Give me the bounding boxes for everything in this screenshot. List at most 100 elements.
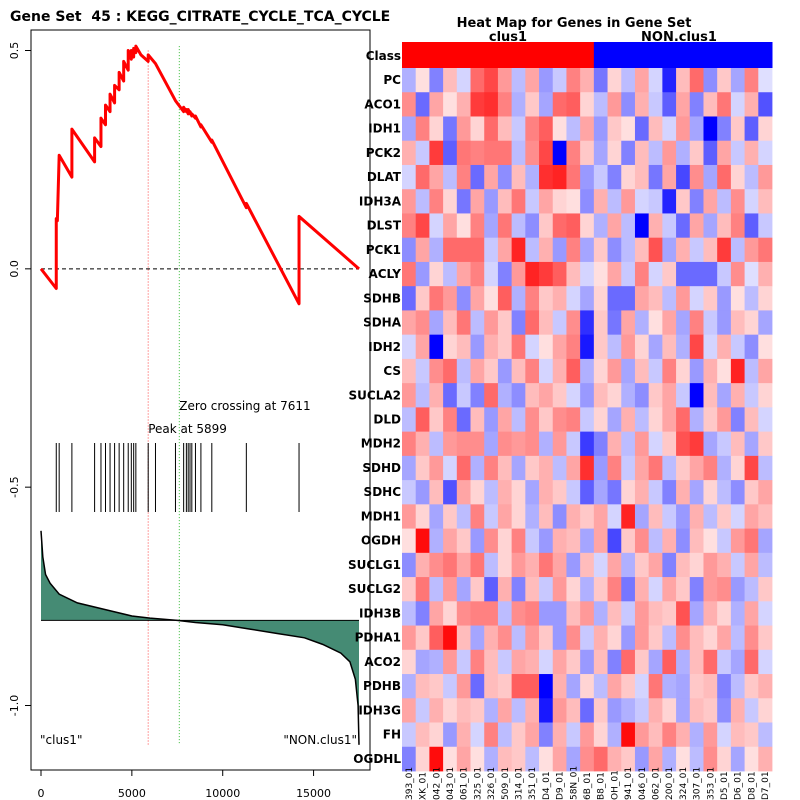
heatmap-cell <box>634 237 650 263</box>
heatmap-cell <box>758 649 773 675</box>
heatmap-cell <box>758 237 773 263</box>
sample-label: 314_01 <box>514 767 524 800</box>
heatmap-cell <box>634 116 650 142</box>
zero-crossing-label: Zero crossing at 7611 <box>179 399 310 413</box>
heatmap-cell <box>662 625 677 651</box>
gene-label: SUCLG2 <box>348 582 401 596</box>
heatmap-cell <box>689 698 704 723</box>
heatmap-cell <box>621 674 636 699</box>
heatmap-cell <box>415 552 430 578</box>
heatmap-cell <box>703 189 718 214</box>
heatmap-cell <box>415 383 430 408</box>
heatmap-cell <box>429 746 444 772</box>
heatmap-cell <box>525 649 540 675</box>
heatmap-cell <box>621 92 636 117</box>
heatmap-cell <box>443 334 458 360</box>
heatmap-cell <box>566 213 581 239</box>
heatmap-cell <box>580 698 595 723</box>
heatmap-cell <box>744 455 759 481</box>
heatmap-cell <box>634 92 650 117</box>
heatmap-cell <box>730 261 745 287</box>
heatmap-cell <box>566 140 581 166</box>
heatmap-cell <box>744 674 759 699</box>
heatmap-cell <box>552 601 567 626</box>
heatmap-cell <box>703 140 718 166</box>
heatmap-cell <box>539 383 554 408</box>
heatmap-cell <box>497 674 513 699</box>
heatmap-cell <box>456 625 471 651</box>
heatmap-cell <box>676 504 691 529</box>
heatmap-cell <box>634 649 650 675</box>
sample-label: D5_01 <box>720 771 730 800</box>
heatmap-cell <box>525 237 540 263</box>
heatmap-cell <box>525 455 540 481</box>
heatmap-cell <box>484 528 499 554</box>
heatmap-cell <box>689 92 704 117</box>
heatmap-cell <box>566 552 581 578</box>
heatmap-cell <box>607 334 622 360</box>
heatmap-cell <box>648 746 663 772</box>
heatmap-cell <box>717 286 732 311</box>
heatmap-cell <box>580 528 595 554</box>
heatmap-cell <box>634 164 650 190</box>
heatmap-cell <box>566 116 581 142</box>
heatmap-cell <box>511 746 526 772</box>
heatmap-cell <box>662 674 677 699</box>
heatmap-cell <box>470 455 485 481</box>
heatmap-cell <box>621 164 636 190</box>
heatmap-cell <box>429 286 444 311</box>
heatmap-cell <box>456 116 471 142</box>
x-axis: 0 5000 10000 15000 <box>38 770 331 800</box>
heatmap-cell <box>717 698 732 723</box>
enrichment-score-curve <box>39 44 360 306</box>
left-class-label: "clus1" <box>40 733 82 747</box>
heatmap-cell <box>662 140 677 166</box>
heatmap-cell <box>429 407 444 433</box>
heatmap-cell <box>443 674 458 699</box>
heatmap-cell <box>552 431 567 457</box>
heatmap-cell <box>689 504 704 529</box>
heatmap-cell <box>511 625 526 651</box>
heatmap-cell <box>552 140 567 166</box>
heatmap-cell <box>648 407 663 433</box>
heatmap-cell <box>758 601 773 626</box>
heatmap-cell <box>621 68 636 93</box>
heatmap-cell <box>511 189 526 214</box>
heatmap-cell <box>634 68 650 93</box>
heatmap-cell <box>525 504 540 529</box>
heatmap-cell <box>648 334 663 360</box>
heatmap-cell <box>443 746 458 772</box>
heatmap-cell <box>497 116 513 142</box>
heatmap-cell <box>402 625 417 651</box>
heatmap-cell <box>539 480 554 505</box>
heatmap-cell <box>689 383 704 408</box>
heatmap-cell <box>676 68 691 93</box>
heatmap-cell <box>730 358 745 384</box>
heatmap-cell <box>676 625 691 651</box>
heatmap-cell <box>744 722 759 748</box>
heatmap-cell <box>402 68 417 93</box>
heatmap-cell <box>497 698 513 723</box>
sample-label: D7_01 <box>761 771 771 800</box>
heatmap-cell <box>689 552 704 578</box>
heatmap-cell <box>484 334 499 360</box>
heatmap-cell <box>662 528 677 554</box>
heatmap-cell <box>580 722 595 748</box>
heatmap-cell <box>429 552 444 578</box>
heatmap-cell <box>730 92 745 117</box>
heatmap-cell <box>484 577 499 602</box>
heatmap-cell <box>525 625 540 651</box>
heatmap-cell <box>511 504 526 529</box>
heatmap-cell <box>580 140 595 166</box>
heatmap-cell <box>593 480 608 505</box>
heatmap-cell <box>470 528 485 554</box>
heatmap-cell <box>744 480 759 505</box>
heatmap-cell <box>676 237 691 263</box>
heatmap-cell <box>662 504 677 529</box>
heatmap-cell <box>511 164 526 190</box>
heatmap-cell <box>580 261 595 287</box>
heatmap-cell <box>758 92 773 117</box>
heatmap-cell <box>580 358 595 384</box>
heatmap-cell <box>730 164 745 190</box>
